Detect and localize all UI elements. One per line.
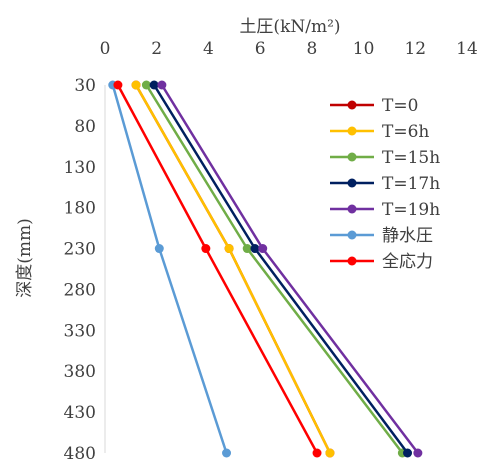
legend-item: T=0 (330, 96, 418, 116)
legend-label: T=15h (382, 148, 440, 168)
data-point (113, 80, 123, 90)
legend-item: T=15h (330, 148, 440, 168)
data-point (258, 244, 268, 254)
x-tick-label: 0 (100, 39, 111, 59)
series-line (153, 84, 409, 454)
data-point (201, 244, 211, 254)
legend-swatch-marker (347, 256, 357, 266)
y-tick-label: 330 (64, 321, 96, 341)
series-5 (157, 80, 423, 458)
legend-label: T=6h (382, 122, 429, 142)
y-tick-label: 80 (74, 117, 96, 137)
series-line (145, 84, 404, 454)
data-point (325, 448, 335, 458)
x-tick-label: 10 (353, 39, 375, 59)
x-tick-label: 2 (151, 39, 162, 59)
data-point (157, 80, 167, 90)
y-axis-title-group: 深度(mm) (15, 218, 35, 298)
legend-item: 静水圧 (330, 226, 433, 246)
legend-item: T=19h (330, 200, 440, 220)
data-point (403, 448, 413, 458)
x-tick-label: 4 (203, 39, 214, 59)
data-point (149, 80, 159, 90)
legend-swatch-marker (347, 204, 357, 214)
series-6 (108, 80, 232, 458)
x-tick-labels: 0 2 4 6 8 10 12 14 (100, 39, 478, 59)
x-tick-label: 6 (255, 39, 266, 59)
legend-item: 全応力 (330, 252, 433, 272)
legend-swatch-marker (347, 178, 357, 188)
legend-swatch-marker (347, 100, 357, 110)
y-tick-labels: 30 80 130 180 230 280 330 380 430 480 (64, 76, 96, 464)
x-tick-label: 8 (306, 39, 317, 59)
y-axis-title: 深度(mm) (15, 218, 35, 298)
series-7 (113, 80, 322, 458)
y-tick-label: 480 (64, 444, 96, 461)
data-point (131, 80, 141, 90)
legend-item: T=6h (330, 122, 429, 142)
data-point (154, 244, 164, 254)
legend-label: 全応力 (382, 252, 433, 272)
data-point (413, 448, 423, 458)
y-tick-label: 130 (64, 158, 96, 178)
legend-swatch-marker (347, 126, 357, 136)
legend-swatch-marker (347, 152, 357, 162)
series-line (111, 84, 228, 454)
series-4 (149, 80, 413, 458)
y-tick-label: 430 (64, 403, 96, 423)
y-tick-label: 30 (74, 76, 96, 96)
series-2 (131, 80, 335, 458)
x-tick-label: 14 (456, 39, 478, 59)
legend-label: 静水圧 (382, 226, 433, 246)
data-point (224, 244, 234, 254)
series-line (116, 84, 319, 454)
data-point (141, 80, 151, 90)
data-point (312, 448, 322, 458)
legend-label: T=19h (382, 200, 440, 220)
data-point (222, 448, 232, 458)
x-axis-title: 土圧(kN/m²) (239, 17, 340, 37)
y-tick-label: 180 (64, 199, 96, 219)
x-tick-label: 12 (404, 39, 426, 59)
legend-swatch-marker (347, 230, 357, 240)
y-tick-label: 230 (64, 240, 96, 260)
data-point (250, 244, 260, 254)
legend-label: T=0 (382, 96, 418, 116)
data-point (242, 244, 252, 254)
series-line (160, 84, 419, 454)
y-tick-label: 280 (64, 280, 96, 300)
plot-series (108, 80, 423, 458)
legend-item: T=17h (330, 174, 440, 194)
legend-label: T=17h (382, 174, 440, 194)
y-tick-label: 380 (64, 362, 96, 382)
